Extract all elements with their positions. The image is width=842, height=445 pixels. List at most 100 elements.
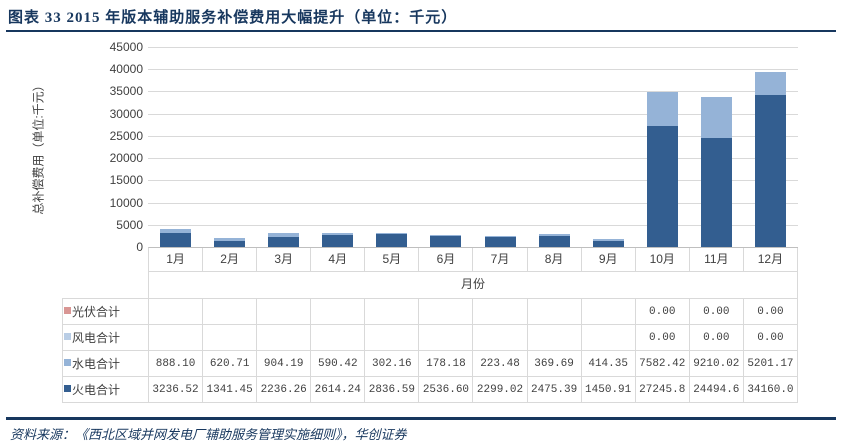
value-cell: 0.00: [634, 324, 690, 351]
value-cell: 223.48: [472, 350, 528, 377]
gridline: [148, 69, 798, 71]
y-tick-label: 40000: [109, 62, 143, 77]
footer-divider: [6, 417, 836, 420]
value-cell: [526, 324, 582, 351]
value-cell: 178.18: [418, 350, 474, 377]
value-cell: [472, 324, 528, 351]
value-cell: 3236.52: [147, 376, 204, 403]
value-cell: 2536.60: [418, 376, 474, 403]
value-cell: [202, 298, 258, 325]
x-tick-label: 5月: [365, 248, 420, 271]
bar-segment-水电合计: [430, 234, 462, 236]
value-cell: 2299.02: [472, 376, 528, 403]
bar-segment-水电合计: [267, 233, 299, 238]
table-row: 光伏合计 0.00 0.00 0.00: [62, 298, 799, 325]
series-name: 火电合计: [72, 383, 121, 397]
value-cell: 2475.39: [526, 376, 582, 403]
value-cell: [418, 324, 474, 351]
value-cell: [364, 298, 420, 325]
value-cell: [580, 324, 636, 351]
value-cell: [256, 298, 312, 325]
value-cell: 0.00: [742, 298, 799, 325]
value-cell: 9210.02: [688, 350, 744, 377]
bar-segment-水电合计: [484, 235, 516, 237]
table-row: 火电合计 3236.52 1341.45 2236.26 2614.24 2836.59 2…: [62, 376, 799, 403]
value-cell: [147, 324, 204, 351]
y-tick-label: 0: [136, 240, 143, 254]
value-cell: [472, 298, 528, 325]
bar-segment-火电合计: [267, 237, 299, 247]
legend-swatch-icon: [64, 307, 71, 314]
series-name: 水电合计: [72, 357, 121, 371]
value-cell: [364, 324, 420, 351]
chart-plot-area: [148, 47, 798, 247]
bar-segment-火电合计: [213, 241, 245, 247]
bar-segment-水电合计: [159, 228, 191, 233]
value-cell: [526, 298, 582, 325]
bar-segment-火电合计: [701, 138, 733, 247]
value-cell: 0.00: [742, 324, 799, 351]
source-note: 资料来源：《西北区域并网发电厂辅助服务管理实施细则》，华创证券: [10, 427, 407, 442]
bar-segment-水电合计: [213, 238, 245, 242]
value-cell: 0.00: [634, 298, 690, 325]
legend-swatch-icon: [64, 359, 71, 366]
bar-segment-火电合计: [322, 235, 354, 247]
value-cell: 590.42: [310, 350, 366, 377]
value-cell: 1341.45: [202, 376, 258, 403]
y-tick-label: 15000: [109, 173, 143, 188]
value-cell: 302.16: [364, 350, 420, 377]
bar-segment-水电合计: [322, 232, 354, 236]
value-cell: [202, 324, 258, 351]
x-tick-label: 12月: [744, 248, 798, 271]
value-cell: [418, 298, 474, 325]
value-cell: [310, 298, 366, 325]
y-axis-title: 总补偿费用（单位:千元）: [31, 79, 46, 215]
value-cell: [147, 298, 204, 325]
bar-segment-水电合计: [592, 238, 624, 241]
series-label-cell: 水电合计: [62, 350, 149, 377]
bar-segment-火电合计: [538, 236, 570, 247]
x-axis-title: 月份: [148, 272, 798, 298]
value-cell: 2614.24: [310, 376, 366, 403]
value-cell: 34160.0: [742, 376, 799, 403]
value-cell: 27245.8: [634, 376, 690, 403]
series-label-cell: 火电合计: [62, 376, 149, 403]
x-tick-label: 6月: [419, 248, 474, 271]
legend-swatch-icon: [64, 385, 71, 392]
bar-segment-火电合计: [376, 234, 408, 247]
gridline: [148, 135, 798, 137]
gridline: [148, 224, 798, 226]
gridline: [148, 180, 798, 182]
bar-segment-水电合计: [647, 92, 679, 126]
bar-segment-水电合计: [701, 97, 733, 139]
x-tick-label: 7月: [473, 248, 528, 271]
x-tick-label: 2月: [203, 248, 258, 271]
value-cell: 5201.17: [742, 350, 799, 377]
value-cell: [580, 298, 636, 325]
bar-segment-火电合计: [592, 240, 624, 247]
value-cell: 7582.42: [634, 350, 690, 377]
table-row: 水电合计 888.10 620.71 904.19 590.42 302.16 178.18…: [62, 350, 799, 377]
y-tick-label: 45000: [109, 40, 143, 54]
value-cell: [256, 324, 312, 351]
gridline: [148, 91, 798, 93]
series-label-cell: 光伏合计: [62, 298, 149, 325]
figure-title: 图表 33 2015 年版本辅助服务补偿费用大幅提升（单位：千元）: [8, 10, 458, 26]
y-tick-label: 25000: [109, 128, 143, 143]
chart-data-table: 光伏合计 0.00 0.00 0.00 风电合计 0.00 0.00 0.00 水电合计 888.…: [62, 298, 799, 403]
gridline: [148, 158, 798, 160]
series-name: 风电合计: [72, 331, 121, 345]
bar-segment-火电合计: [755, 95, 787, 247]
x-axis-category-row: 1月 2月 3月 4月 5月 6月 7月 8月 9月 10月 11月 12月: [148, 247, 798, 272]
bar-segment-火电合计: [430, 235, 462, 247]
value-cell: [310, 324, 366, 351]
y-tick-label: 35000: [109, 84, 143, 99]
y-tick-label: 20000: [109, 151, 143, 166]
table-row: 风电合计 0.00 0.00 0.00: [62, 324, 799, 351]
gridline: [148, 113, 798, 115]
value-cell: 620.71: [202, 350, 258, 377]
bar-segment-水电合计: [376, 233, 408, 235]
bar-segment-水电合计: [538, 234, 570, 236]
series-label-cell: 风电合计: [62, 324, 149, 351]
